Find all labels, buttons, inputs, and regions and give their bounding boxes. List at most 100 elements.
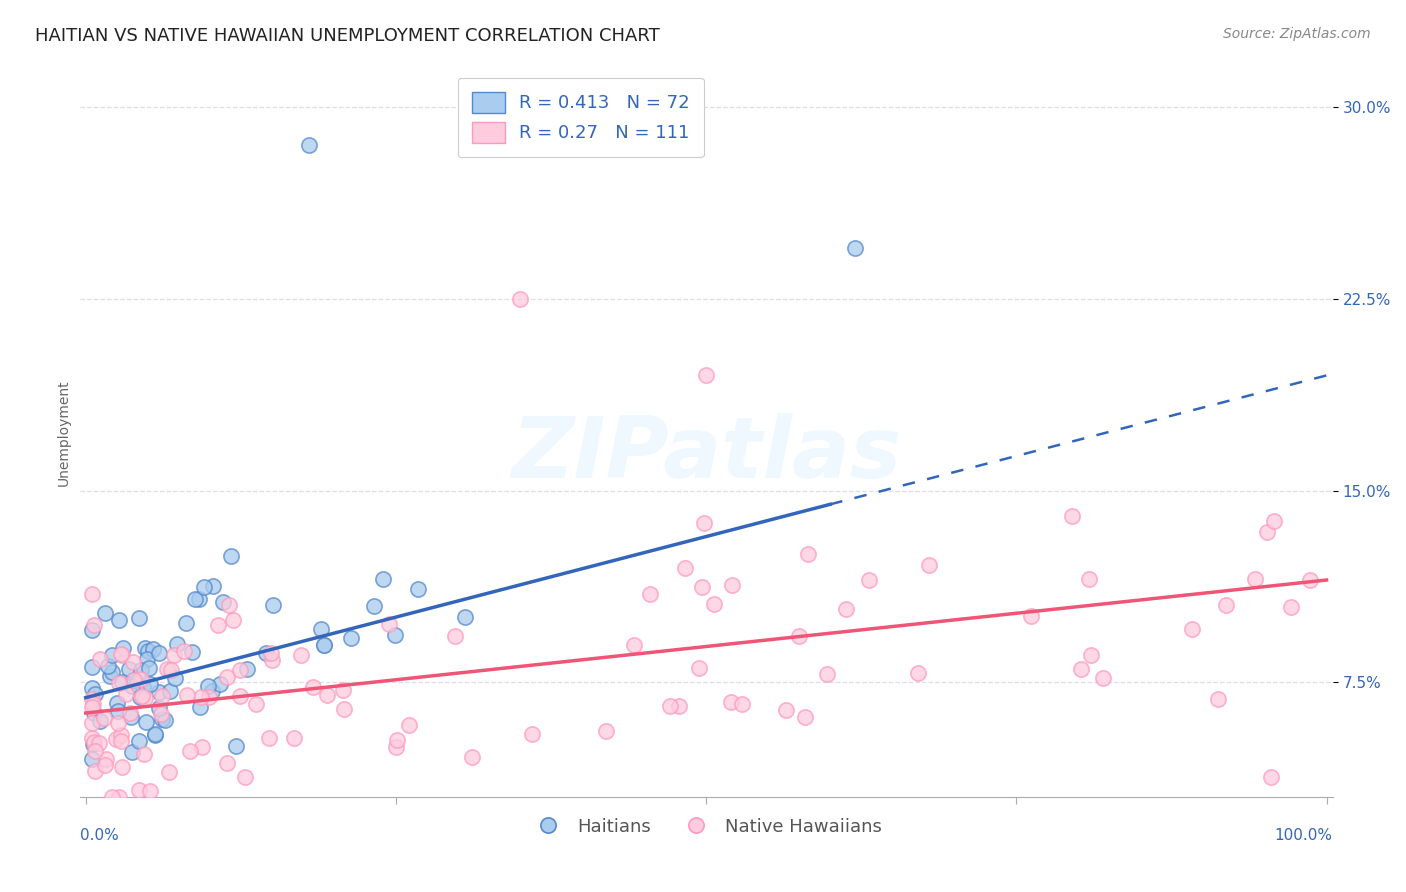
Point xyxy=(120,710,142,724)
Point xyxy=(139,677,162,691)
Point xyxy=(129,663,152,677)
Point xyxy=(233,770,256,784)
Point xyxy=(135,652,157,666)
Point xyxy=(112,640,135,655)
Point xyxy=(1078,572,1101,586)
Point xyxy=(1260,770,1282,784)
Point xyxy=(82,737,104,751)
Point xyxy=(340,631,363,645)
Point xyxy=(80,731,103,745)
Point xyxy=(638,587,661,601)
Point xyxy=(156,662,179,676)
Point xyxy=(208,677,231,691)
Point xyxy=(143,728,166,742)
Point xyxy=(444,629,467,643)
Point xyxy=(692,516,714,530)
Point xyxy=(668,698,690,713)
Point xyxy=(217,756,239,771)
Point xyxy=(82,623,104,637)
Point xyxy=(101,790,124,805)
Point xyxy=(152,712,174,726)
Point xyxy=(163,648,186,663)
Point xyxy=(332,702,354,716)
Point xyxy=(835,602,858,616)
Point xyxy=(290,648,312,662)
Point xyxy=(111,648,134,662)
Point xyxy=(128,733,150,747)
Point xyxy=(1279,599,1302,614)
Point xyxy=(721,577,744,591)
Point xyxy=(83,734,105,748)
Point xyxy=(181,645,204,659)
Point xyxy=(408,582,430,596)
Point xyxy=(150,689,173,703)
Point xyxy=(309,623,332,637)
Point xyxy=(94,757,117,772)
Point xyxy=(1021,609,1043,624)
Point xyxy=(1092,671,1115,685)
Point xyxy=(80,691,103,706)
Point xyxy=(907,666,929,681)
Point xyxy=(128,783,150,797)
Point xyxy=(1256,524,1278,539)
Point xyxy=(314,639,336,653)
Y-axis label: Unemployment: Unemployment xyxy=(58,380,72,486)
Point xyxy=(84,764,107,778)
Point xyxy=(1206,691,1229,706)
Point xyxy=(108,676,131,690)
Point xyxy=(128,611,150,625)
Point xyxy=(163,671,186,685)
Point xyxy=(198,690,221,705)
Point xyxy=(219,549,242,563)
Point xyxy=(159,764,181,779)
Point xyxy=(94,752,117,766)
Point xyxy=(173,644,195,658)
Point xyxy=(623,638,645,652)
Point xyxy=(105,697,128,711)
Point xyxy=(595,723,617,738)
Point xyxy=(83,706,105,720)
Point xyxy=(262,653,284,667)
Point xyxy=(302,680,325,694)
Point xyxy=(129,690,152,704)
Point xyxy=(703,598,725,612)
Point xyxy=(384,628,406,642)
Point xyxy=(143,727,166,741)
Point xyxy=(121,745,143,759)
Point xyxy=(384,739,406,754)
Text: Source: ZipAtlas.com: Source: ZipAtlas.com xyxy=(1223,27,1371,41)
Point xyxy=(1060,509,1083,524)
Point xyxy=(111,760,134,774)
Point xyxy=(787,629,810,643)
Point xyxy=(260,646,283,660)
Point xyxy=(148,701,170,715)
Point xyxy=(1263,514,1285,528)
Point xyxy=(188,700,211,714)
Point xyxy=(229,663,252,677)
Point xyxy=(720,695,742,709)
Point xyxy=(94,607,117,621)
Point xyxy=(134,691,156,706)
Point xyxy=(695,368,717,383)
Point xyxy=(100,665,122,679)
Point xyxy=(225,739,247,754)
Text: 100.0%: 100.0% xyxy=(1275,828,1333,843)
Point xyxy=(197,679,219,693)
Point xyxy=(80,587,103,601)
Point xyxy=(80,716,103,731)
Point xyxy=(236,662,259,676)
Point xyxy=(378,616,401,631)
Point xyxy=(688,661,710,675)
Point xyxy=(110,734,132,748)
Point xyxy=(132,747,155,761)
Point xyxy=(218,598,240,612)
Point xyxy=(1181,623,1204,637)
Point xyxy=(124,673,146,687)
Point xyxy=(858,573,880,587)
Point xyxy=(1070,662,1092,676)
Point xyxy=(97,659,120,673)
Text: HAITIAN VS NATIVE HAWAIIAN UNEMPLOYMENT CORRELATION CHART: HAITIAN VS NATIVE HAWAIIAN UNEMPLOYMENT … xyxy=(35,27,659,45)
Point xyxy=(254,646,277,660)
Text: 0.0%: 0.0% xyxy=(80,828,118,843)
Point xyxy=(149,706,172,721)
